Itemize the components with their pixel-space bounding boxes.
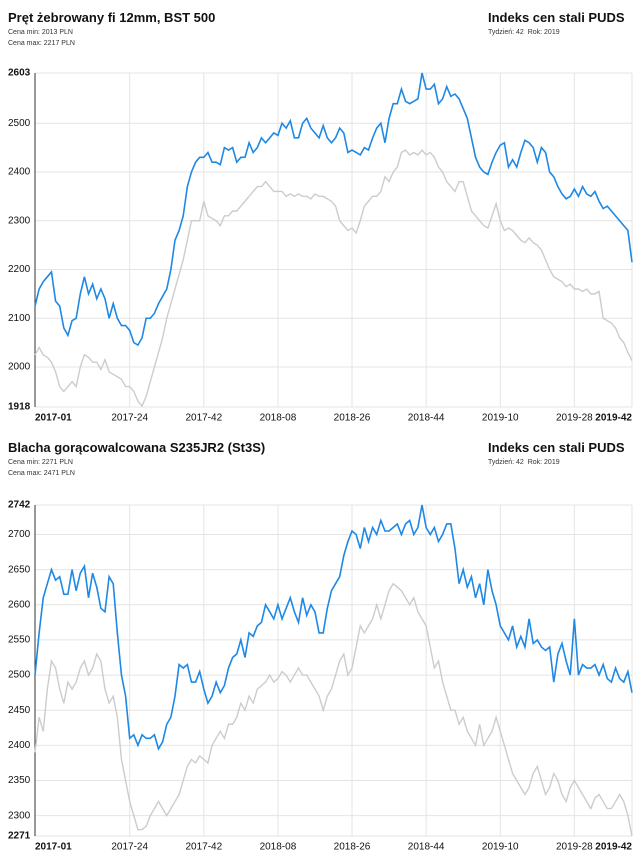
- y-tick-label: 2550: [8, 635, 31, 646]
- price-line: [34, 72, 633, 347]
- index-info: Tydzień: 42 Rok: 2019: [488, 29, 560, 36]
- y-tick-label: 2742: [8, 500, 31, 511]
- x-tick-label: 2018-44: [408, 413, 445, 424]
- y-tick-label: 2400: [8, 740, 31, 751]
- x-tick-label: 2017-01: [35, 413, 72, 424]
- chart-title: Pręt żebrowany fi 12mm, BST 500: [8, 10, 215, 25]
- index-title: Indeks cen stali PUDS: [488, 440, 625, 455]
- price-range: Cena min: 2013 PLN: [8, 29, 73, 36]
- y-tick-label: 2700: [8, 529, 31, 540]
- index-info: Tydzień: 42 Rok: 2019: [488, 459, 560, 466]
- y-tick-label: 2300: [8, 810, 31, 821]
- y-tick-label: 2350: [8, 775, 31, 786]
- x-tick-label: 2018-26: [334, 413, 371, 424]
- y-tick-label: 2400: [8, 167, 31, 178]
- x-tick-label: 2018-26: [334, 842, 371, 850]
- x-tick-label: 2017-42: [185, 413, 222, 424]
- x-tick-label: 2018-08: [260, 842, 297, 850]
- y-tick-label: 2600: [8, 599, 31, 610]
- y-tick-label: 2200: [8, 264, 31, 275]
- x-tick-label: 2019-42: [595, 842, 632, 850]
- x-tick-label: 2018-08: [260, 413, 297, 424]
- price-line: [34, 582, 633, 837]
- y-tick-label: 2000: [8, 362, 31, 373]
- x-tick-label: 2019-42: [595, 413, 632, 424]
- chart-title: Blacha gorącowalcowana S235JR2 (St3S): [8, 440, 265, 455]
- y-tick-label: 2271: [8, 831, 31, 842]
- x-tick-label: 2017-24: [111, 413, 148, 424]
- x-tick-label: 2019-28: [556, 842, 593, 850]
- y-tick-label: 2100: [8, 313, 31, 324]
- price-range: Cena max: 2471 PLN: [8, 470, 75, 477]
- x-tick-label: 2019-28: [556, 413, 593, 424]
- x-tick-label: 2017-01: [35, 842, 72, 850]
- x-tick-label: 2019-10: [482, 413, 519, 424]
- price-range: Cena min: 2271 PLN: [8, 459, 73, 466]
- price-range: Cena max: 2217 PLN: [8, 40, 75, 47]
- index-title: Indeks cen stali PUDS: [488, 10, 625, 25]
- y-tick-label: 2500: [8, 670, 31, 681]
- y-tick-label: 2300: [8, 215, 31, 226]
- y-tick-label: 2603: [8, 68, 31, 79]
- x-tick-label: 2017-42: [185, 842, 222, 850]
- y-tick-label: 1918: [8, 402, 31, 413]
- price-line: [34, 504, 633, 751]
- price-line: [34, 148, 633, 408]
- x-tick-label: 2018-44: [408, 842, 445, 850]
- y-tick-label: 2450: [8, 705, 31, 716]
- x-tick-label: 2019-10: [482, 842, 519, 850]
- y-tick-label: 2650: [8, 564, 31, 575]
- y-tick-label: 2500: [8, 118, 31, 129]
- x-tick-label: 2017-24: [111, 842, 148, 850]
